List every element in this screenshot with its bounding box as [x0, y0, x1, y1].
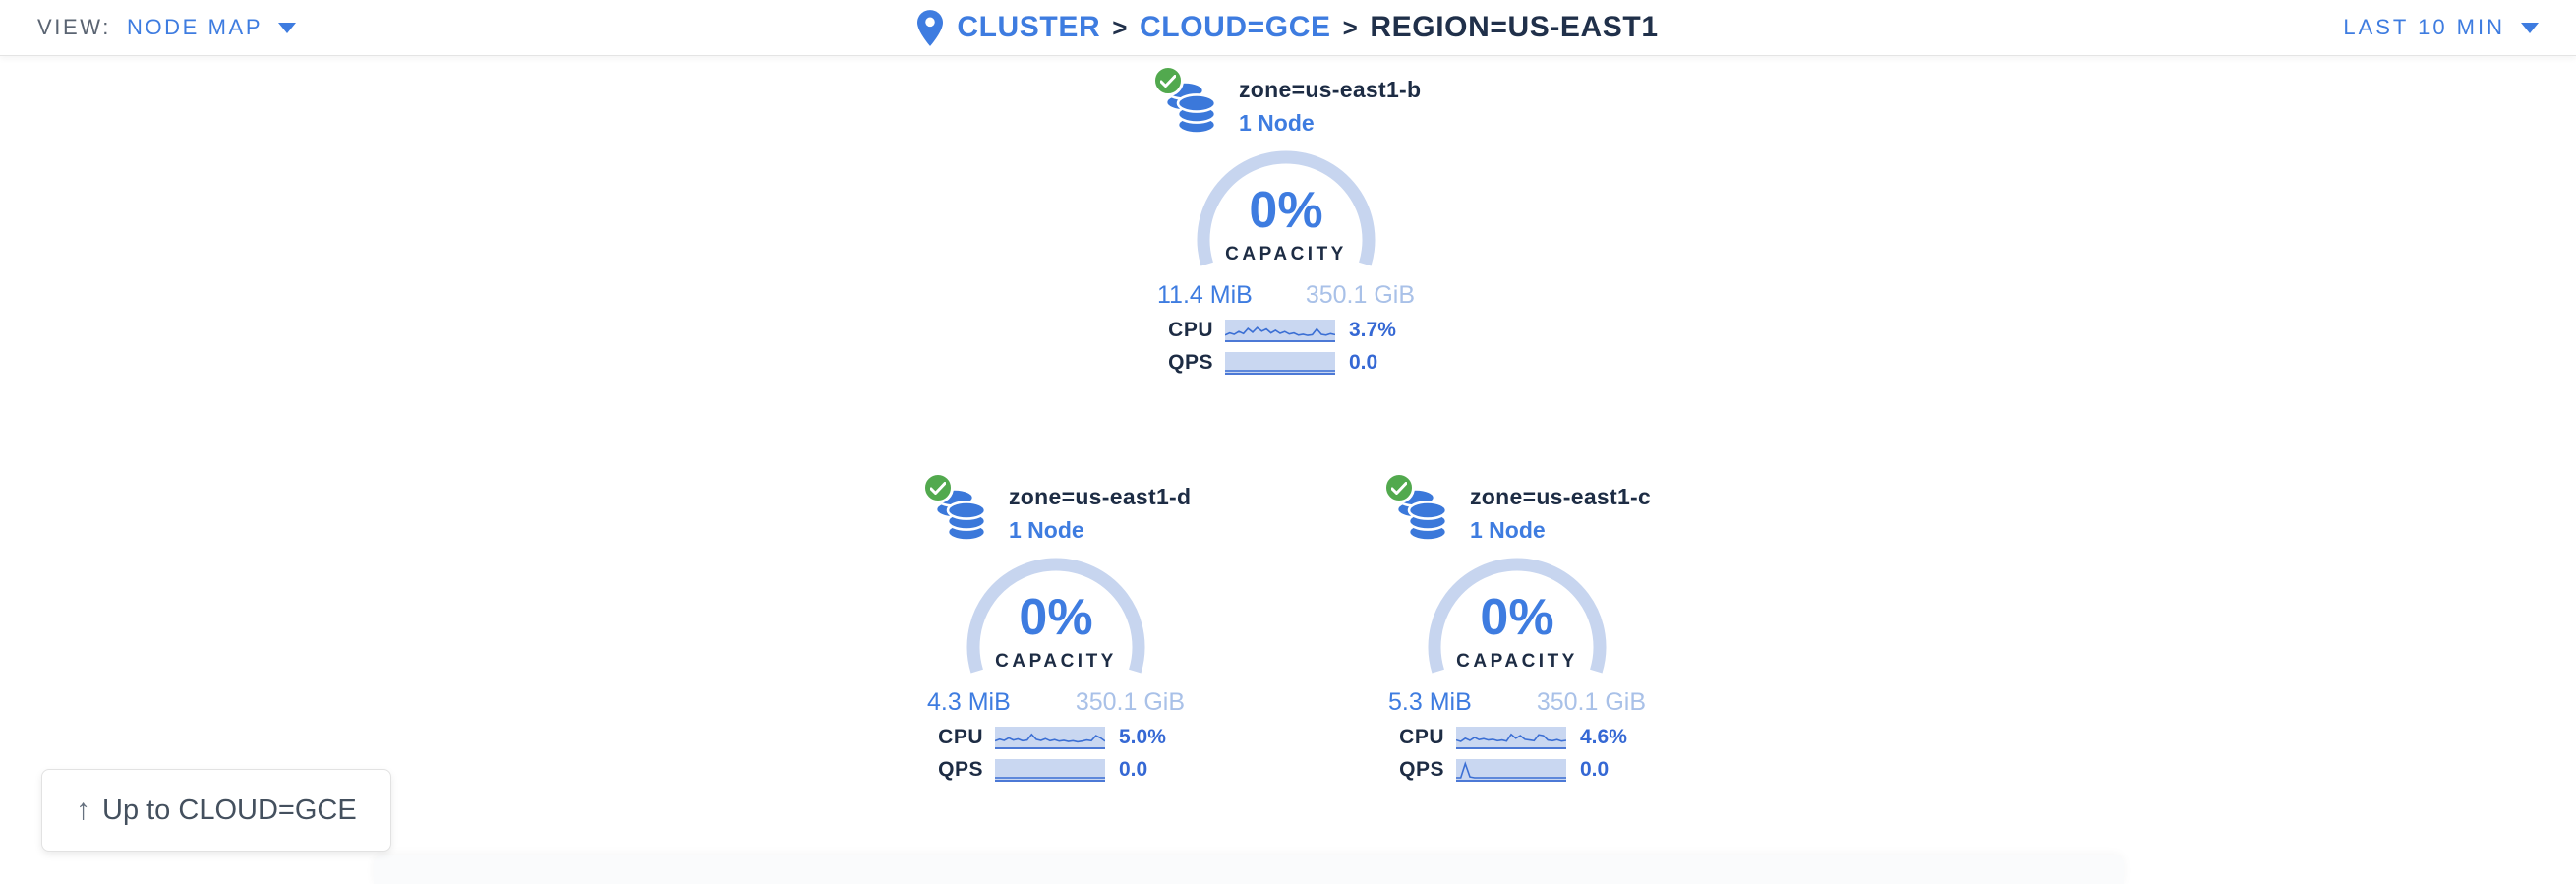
- zone-name: zone=us-east1-b: [1239, 77, 1422, 102]
- capacity-percent: 0%: [1480, 589, 1554, 646]
- cpu-sparkline: [1225, 319, 1335, 342]
- zone-widget-us-east1-c[interactable]: zone=us-east1-c 1 Node 0% CAPACITY 5.3 M…: [1370, 472, 1665, 782]
- zone-header: zone=us-east1-d 1 Node: [922, 472, 1203, 548]
- zone-icon-wrap: [1383, 472, 1454, 545]
- capacity-gauge: 0% CAPACITY: [1190, 144, 1382, 273]
- breadcrumb-separator: >: [1342, 12, 1359, 42]
- capacity-percent: 0%: [1249, 182, 1323, 239]
- breadcrumb: CLUSTER > CLOUD=GCE > REGION=US-EAST1: [917, 9, 1659, 46]
- cpu-label: CPU: [1168, 319, 1213, 341]
- capacity-label: CAPACITY: [1225, 244, 1347, 265]
- zone-header: zone=us-east1-c 1 Node: [1383, 472, 1665, 545]
- healthy-check-icon: [922, 472, 954, 503]
- up-button-label: Up to CLOUD=GCE: [102, 794, 357, 826]
- capacity-used: 11.4 MiB: [1157, 281, 1253, 309]
- zone-titles: zone=us-east1-c 1 Node: [1470, 474, 1651, 544]
- view-value: NODE MAP: [126, 15, 263, 39]
- cpu-label: CPU: [938, 726, 983, 748]
- breadcrumb-cloud-link[interactable]: CLOUD=GCE: [1140, 11, 1331, 43]
- zone-widget-us-east1-d[interactable]: zone=us-east1-d 1 Node 0% CAPACITY 4.3 M…: [908, 472, 1203, 782]
- chevron-down-icon: [278, 22, 297, 33]
- capacity-percent: 0%: [1019, 589, 1093, 646]
- capacity-label: CAPACITY: [1456, 651, 1578, 672]
- bottom-panel-edge: [374, 855, 2124, 884]
- zone-node-count: 1 Node: [1239, 110, 1315, 136]
- up-to-parent-locality-button[interactable]: ↑ Up to CLOUD=GCE: [41, 769, 391, 852]
- location-pin-icon: [917, 9, 944, 46]
- healthy-check-icon: [1383, 472, 1415, 503]
- breadcrumb-separator: >: [1112, 12, 1129, 42]
- zone-name: zone=us-east1-d: [1009, 484, 1192, 509]
- arrow-up-icon: ↑: [76, 794, 90, 826]
- capacity-gauge: 0% CAPACITY: [1421, 551, 1613, 680]
- qps-sparkline: [1456, 758, 1566, 782]
- qps-sparkline: [995, 758, 1105, 782]
- capacity-values: 11.4 MiB 350.1 GiB: [1157, 281, 1415, 310]
- time-range-selector[interactable]: LAST 10 MIN: [2343, 15, 2539, 40]
- breadcrumb-current-region: REGION=US-EAST1: [1370, 11, 1659, 43]
- cpu-label: CPU: [1399, 726, 1444, 748]
- top-toolbar: VIEW: NODE MAP CLUSTER > CLOUD=GCE > REG…: [0, 0, 2576, 56]
- qps-sparkline: [1225, 351, 1335, 375]
- cpu-value: 4.6%: [1580, 726, 1627, 748]
- qps-value: 0.0: [1349, 351, 1378, 374]
- zone-header: zone=us-east1-b 1 Node: [1152, 65, 1434, 141]
- database-stack-icon: [934, 486, 987, 548]
- cpu-sparkline: [995, 726, 1105, 749]
- qps-stat-row: QPS 0.0: [1387, 758, 1647, 782]
- capacity-gauge: 0% CAPACITY: [960, 551, 1152, 680]
- view-selector-dropdown[interactable]: VIEW: NODE MAP: [37, 15, 297, 40]
- qps-stat-row: QPS 0.0: [1156, 351, 1416, 375]
- view-label: VIEW:: [37, 15, 111, 39]
- cpu-sparkline: [1456, 726, 1566, 749]
- qps-stat-row: QPS 0.0: [926, 758, 1186, 782]
- qps-label: QPS: [938, 758, 983, 781]
- capacity-values: 5.3 MiB 350.1 GiB: [1388, 688, 1646, 717]
- capacity-used: 4.3 MiB: [927, 688, 1011, 716]
- chevron-down-icon: [2521, 22, 2539, 33]
- breadcrumb-cluster-link[interactable]: CLUSTER: [957, 11, 1101, 43]
- zone-node-count: 1 Node: [1470, 517, 1546, 543]
- zone-icon-wrap: [922, 472, 993, 548]
- cpu-value: 5.0%: [1119, 726, 1166, 748]
- zone-node-count: 1 Node: [1009, 517, 1084, 543]
- zone-titles: zone=us-east1-b 1 Node: [1239, 67, 1421, 137]
- zone-name: zone=us-east1-c: [1470, 484, 1652, 509]
- node-map-canvas: zone=us-east1-b 1 Node 0% CAPACITY 11.4 …: [0, 56, 2576, 884]
- qps-label: QPS: [1399, 758, 1444, 781]
- capacity-total: 350.1 GiB: [1305, 281, 1415, 309]
- cpu-stat-row: CPU 4.6%: [1387, 726, 1647, 749]
- zone-icon-wrap: [1152, 65, 1223, 141]
- capacity-used: 5.3 MiB: [1388, 688, 1472, 716]
- capacity-total: 350.1 GiB: [1536, 688, 1646, 716]
- cpu-stat-row: CPU 5.0%: [926, 726, 1186, 749]
- zone-widget-us-east1-b[interactable]: zone=us-east1-b 1 Node 0% CAPACITY 11.4 …: [1139, 65, 1434, 375]
- qps-value: 0.0: [1119, 758, 1148, 781]
- capacity-label: CAPACITY: [995, 651, 1117, 672]
- cpu-stat-row: CPU 3.7%: [1156, 319, 1416, 342]
- zone-titles: zone=us-east1-d 1 Node: [1009, 474, 1191, 544]
- capacity-values: 4.3 MiB 350.1 GiB: [927, 688, 1185, 717]
- qps-value: 0.0: [1580, 758, 1610, 781]
- healthy-check-icon: [1152, 65, 1184, 96]
- qps-label: QPS: [1168, 351, 1213, 374]
- cpu-value: 3.7%: [1349, 319, 1396, 341]
- capacity-total: 350.1 GiB: [1075, 688, 1185, 716]
- time-range-value: LAST 10 MIN: [2343, 15, 2505, 39]
- database-stack-icon: [1164, 79, 1217, 141]
